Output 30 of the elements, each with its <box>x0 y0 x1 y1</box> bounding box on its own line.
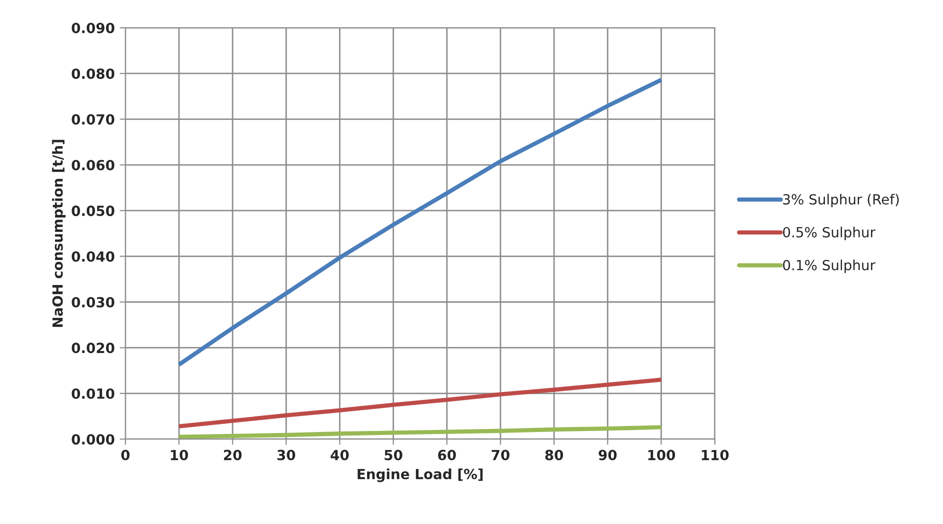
y-tick-label: 0.000 <box>72 434 114 445</box>
x-tick-label: 20 <box>224 450 242 460</box>
legend-label: 3% Sulphur (Ref) <box>783 194 899 208</box>
x-tick-label: 0 <box>121 450 130 460</box>
line-series <box>176 378 664 428</box>
y-tick-label: 0.070 <box>72 114 114 125</box>
x-tick-label: 70 <box>492 450 510 460</box>
x-tick-label: 100 <box>648 450 676 460</box>
y-tick-label: 0.090 <box>72 22 114 34</box>
y-axis-title: NaOH consumption [t/h] <box>52 140 66 327</box>
x-tick-label: 90 <box>598 450 617 460</box>
y-tick-label: 0.060 <box>72 160 114 170</box>
y-tick-label: 0.030 <box>72 296 114 308</box>
legend-label: 0.5% Sulphur <box>783 226 876 240</box>
y-tick-label: 0.020 <box>72 342 114 354</box>
y-tick-label: 0.050 <box>72 206 114 216</box>
line-series <box>176 425 664 439</box>
line-series <box>176 78 664 367</box>
x-tick-label: 60 <box>438 450 456 460</box>
x-tick-label: 80 <box>545 450 564 460</box>
y-tick-label: 0.080 <box>72 68 114 79</box>
x-tick-label: 50 <box>384 450 402 460</box>
y-tick-label: 0.010 <box>72 388 114 399</box>
legend-label: 0.1% Sulphur <box>783 260 876 274</box>
y-tick-label: 0.040 <box>72 251 114 262</box>
x-tick-label: 40 <box>330 450 349 460</box>
x-tick-label: 30 <box>277 450 296 460</box>
x-tick-label: 110 <box>702 450 729 460</box>
x-axis-title: Engine Load [%] <box>358 468 483 482</box>
x-tick-label: 10 <box>170 450 188 460</box>
